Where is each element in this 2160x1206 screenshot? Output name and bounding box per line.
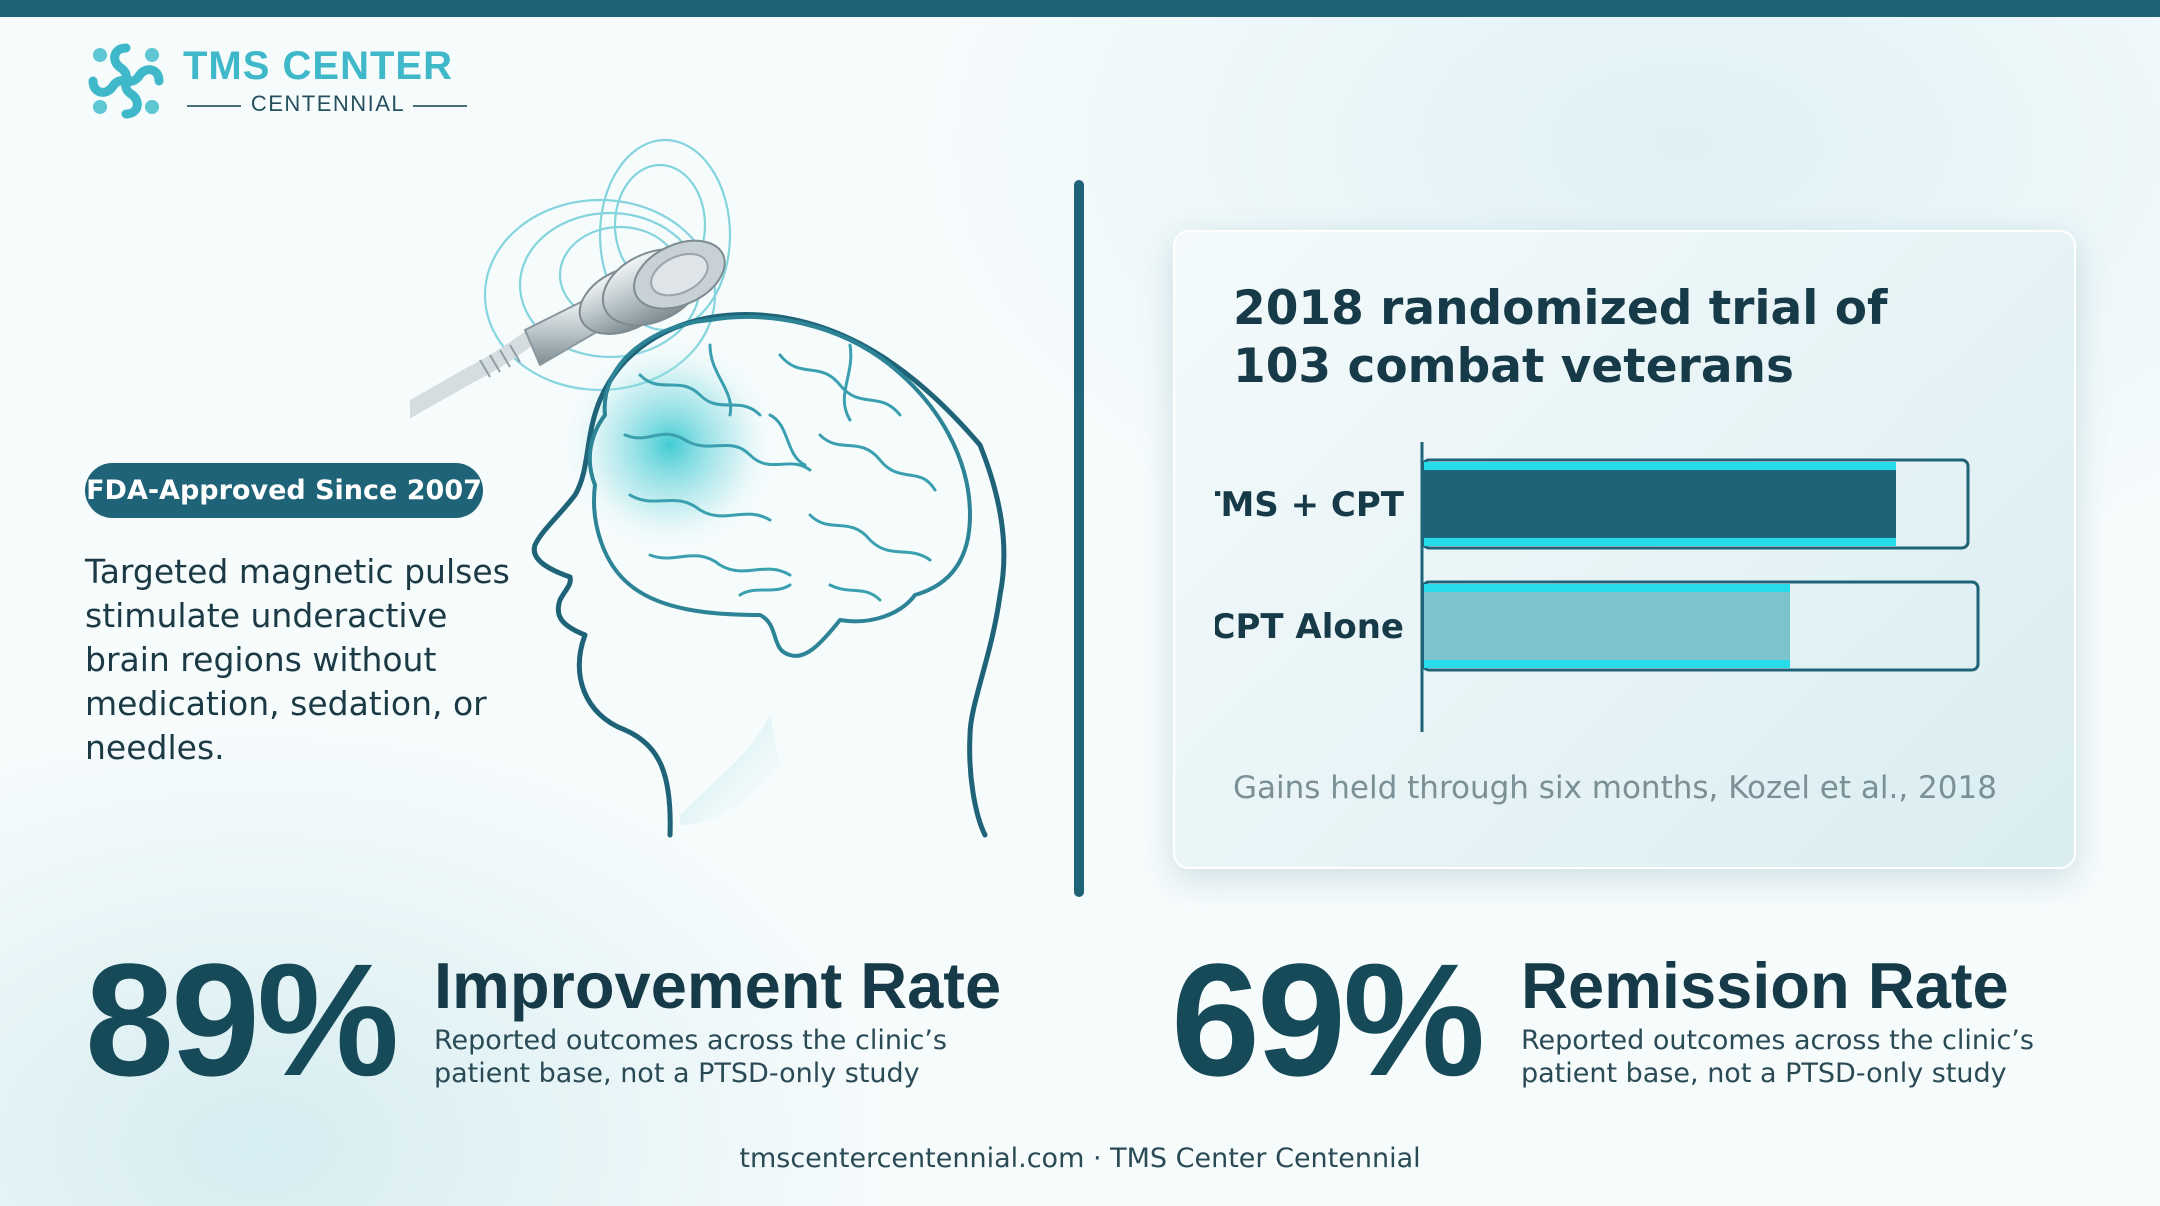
bar-highlight-top xyxy=(1424,462,1896,470)
bar xyxy=(1424,462,1896,546)
logo-subtitle-text: CENTENNIAL xyxy=(250,91,406,116)
vertical-divider xyxy=(1074,180,1084,897)
card-title: 2018 randomized trial of 103 combat vete… xyxy=(1233,281,1888,394)
footer-text[interactable]: tmscentercentennial.com · TMS Center Cen… xyxy=(739,1143,1421,1174)
cross-swirl-logo-icon xyxy=(88,43,164,119)
logo-title: TMS CENTER xyxy=(183,44,453,88)
logo-rule-right xyxy=(413,105,467,107)
bar-label: CPT Alone xyxy=(1215,607,1404,647)
remission-rate-desc: Reported outcomes across the clinic’s pa… xyxy=(1521,1025,2034,1089)
head-brain-tms-coil-icon xyxy=(410,138,1007,838)
study-card: 2018 randomized trial of 103 combat vete… xyxy=(1173,230,2076,869)
improvement-rate-value: 89% xyxy=(85,930,399,1109)
bar-track xyxy=(1421,458,1970,550)
logo[interactable]: TMS CENTER CENTENNIAL xyxy=(83,38,483,128)
improvement-rate-desc: Reported outcomes across the clinic’s pa… xyxy=(434,1025,947,1089)
logo-subtitle: CENTENNIAL xyxy=(187,91,467,119)
remission-rate-value: 69% xyxy=(1171,930,1485,1109)
remission-rate-title: Remission Rate xyxy=(1521,949,2009,1022)
bar-track xyxy=(1421,580,1980,672)
bar-highlight-top xyxy=(1424,584,1790,592)
bar-highlight-bottom xyxy=(1424,660,1790,668)
bar-chart: rTMS + CPT CPT Alone xyxy=(1215,442,1980,732)
improvement-rate-title: Improvement Rate xyxy=(434,949,1002,1022)
card-source-note: Gains held through six months, Kozel et … xyxy=(1233,770,1997,806)
top-accent-bar xyxy=(0,0,2160,17)
bar-label: rTMS + CPT xyxy=(1215,485,1405,525)
logo-rule-left xyxy=(187,105,241,107)
bar-highlight-bottom xyxy=(1424,538,1896,546)
fda-badge: FDA-Approved Since 2007 xyxy=(85,463,483,518)
bar xyxy=(1424,584,1790,668)
description-text: Targeted magnetic pulses stimulate under… xyxy=(85,552,510,767)
